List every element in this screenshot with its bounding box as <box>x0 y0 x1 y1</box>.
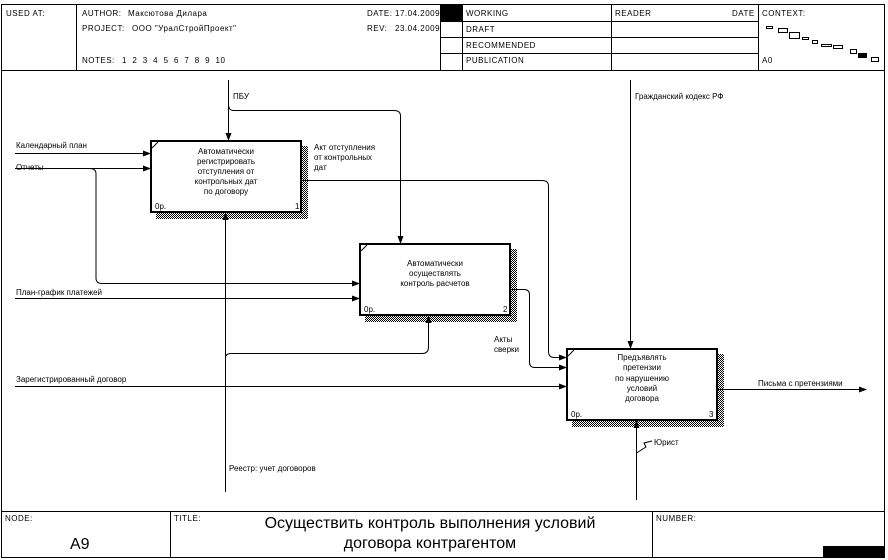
notes-value: 1 2 3 4 5 6 7 8 9 10 <box>122 56 226 65</box>
working-status-marker <box>441 5 462 21</box>
status-publication: PUBLICATION <box>466 56 524 65</box>
arrow-pbu-branch[interactable] <box>228 104 404 244</box>
label-contract: Зарегистрированный договор <box>16 375 127 384</box>
box-1-line: контрольных дат <box>195 177 258 186</box>
box-3-line: по нарушению <box>615 374 669 383</box>
arrow-deviation-act[interactable] <box>302 180 567 361</box>
node-label: NODE: <box>5 514 33 523</box>
box-1-cost: 0р. <box>155 202 166 211</box>
box-1-line: по договору <box>204 187 248 196</box>
title-label: TITLE: <box>174 514 201 523</box>
author-label: AUTHOR: <box>82 9 122 18</box>
box-1-line: регистрировать <box>197 157 255 166</box>
footer-corner-mark <box>823 546 885 558</box>
label-schedule: План-график платежей <box>16 288 102 297</box>
box-2-line: осуществлять <box>409 269 461 278</box>
box-3-cost: 0р. <box>571 410 582 419</box>
label-reconciliation: сверки <box>494 345 519 354</box>
project-value: ООО "УралСтройПроект" <box>132 24 237 33</box>
label-calendar: Календарный план <box>16 141 87 150</box>
arrow-registry-branch[interactable] <box>225 315 432 359</box>
rev-label: REV: <box>367 24 387 33</box>
arrow-reconciliation[interactable] <box>511 289 567 371</box>
label-deviation-act: от контрольных <box>314 153 372 162</box>
activity-box-1[interactable]: Автоматически регистрировать отступления… <box>150 140 308 219</box>
box-3-line: Предъявлять <box>617 353 666 362</box>
label-lawyer: Юрист <box>654 438 679 447</box>
label-letters: Письма с претензиями <box>758 379 843 388</box>
number-label: NUMBER: <box>656 514 696 523</box>
box-3-line: претензии <box>623 363 661 372</box>
reader-label: READER <box>615 9 651 18</box>
box-2-number: 2 <box>503 305 508 314</box>
status-draft: DRAFT <box>466 25 495 34</box>
diagram-title-line-1: Осуществить контроль выполнения условий <box>265 515 596 532</box>
label-pbu: ПБУ <box>233 92 250 101</box>
status-working: WORKING <box>466 9 509 18</box>
date-label: DATE: <box>367 9 392 18</box>
frame <box>1 4 885 558</box>
context-label: CONTEXT: <box>762 9 806 18</box>
box-1-line: Автоматически <box>198 147 254 156</box>
author-value: Максютова Дилара <box>128 9 207 18</box>
context-node: A0 <box>762 56 773 65</box>
status-recommended: RECOMMENDED <box>466 41 536 50</box>
activity-box-2[interactable]: Автоматически осуществлять контроль расч… <box>359 243 517 322</box>
reader-date-label: DATE <box>732 9 755 18</box>
context-thumbnail <box>766 26 879 62</box>
box-1-line: отступления от <box>198 167 255 176</box>
rev-value: 23.04.2009 <box>395 24 440 33</box>
label-registry: Реестр: учет договоров <box>229 464 316 473</box>
box-2-cost: 0р. <box>364 305 375 314</box>
lawyer-squiggle <box>636 440 653 454</box>
project-label: PROJECT: <box>82 24 125 33</box>
label-deviation-act: Акт отступления <box>314 143 375 152</box>
used-at-label: USED AT: <box>6 9 45 18</box>
box-2-line: Автоматически <box>407 259 463 268</box>
label-deviation-act: дат <box>314 163 327 172</box>
label-reconciliation: Акты <box>494 335 513 344</box>
box-3-line: договора <box>625 394 659 403</box>
date-value: 17.04.2009 <box>395 9 440 18</box>
node-value: A9 <box>70 536 90 553</box>
diagram-title-line-2: договора контрагентом <box>344 535 516 552</box>
box-2-line: контроль расчетов <box>400 279 469 288</box>
box-3-line: условий <box>627 384 657 393</box>
activity-box-3[interactable]: Предъявлять претензии по нарушению услов… <box>566 348 724 427</box>
arrow-reports-branch[interactable] <box>89 168 360 287</box>
box-3-number: 3 <box>709 410 714 419</box>
label-reports: Отчеты <box>16 163 44 172</box>
label-civil-code: Гражданский кодекс РФ <box>635 92 723 101</box>
notes-label: NOTES: <box>82 56 115 65</box>
box-1-number: 1 <box>295 202 300 211</box>
